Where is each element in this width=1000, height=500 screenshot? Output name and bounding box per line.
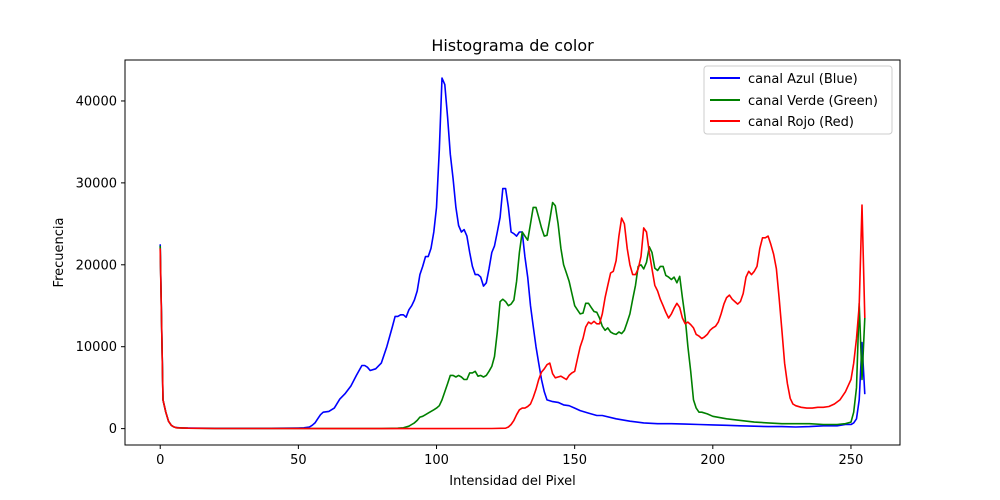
legend: canal Azul (Blue) canal Verde (Green) ca… — [703, 65, 893, 135]
x-tick-label: 50 — [290, 453, 307, 468]
plot-frame — [124, 59, 901, 446]
legend-label-blue: canal Azul (Blue) — [748, 72, 858, 87]
y-axis-label: Frecuencia — [52, 218, 67, 288]
plot-lines — [159, 77, 866, 430]
x-tick-label: 200 — [700, 453, 725, 468]
series-line-1 — [159, 201, 866, 430]
y-tick-label: 30000 — [76, 176, 117, 191]
x-tick-label: 250 — [839, 453, 864, 468]
x-tick-label: 0 — [156, 453, 164, 468]
y-tick-label: 0 — [109, 422, 117, 437]
x-axis: 0 50 100 150 200 250 — [156, 445, 863, 468]
legend-label-green: canal Verde (Green) — [748, 94, 878, 109]
y-tick-label: 20000 — [76, 258, 117, 273]
x-tick-label: 100 — [424, 453, 449, 468]
y-axis: 0 10000 20000 30000 40000 — [76, 94, 125, 437]
legend-label-red: canal Rojo (Red) — [748, 115, 854, 130]
y-tick-label: 40000 — [76, 94, 117, 109]
legend-box — [703, 65, 893, 135]
x-axis-label: Intensidad del Pixel — [449, 474, 575, 489]
y-tick-label: 10000 — [76, 340, 117, 355]
series-line-0 — [159, 77, 866, 430]
chart-title: Histograma de color — [431, 36, 594, 55]
series-line-2 — [159, 204, 866, 430]
x-tick-label: 150 — [562, 453, 587, 468]
